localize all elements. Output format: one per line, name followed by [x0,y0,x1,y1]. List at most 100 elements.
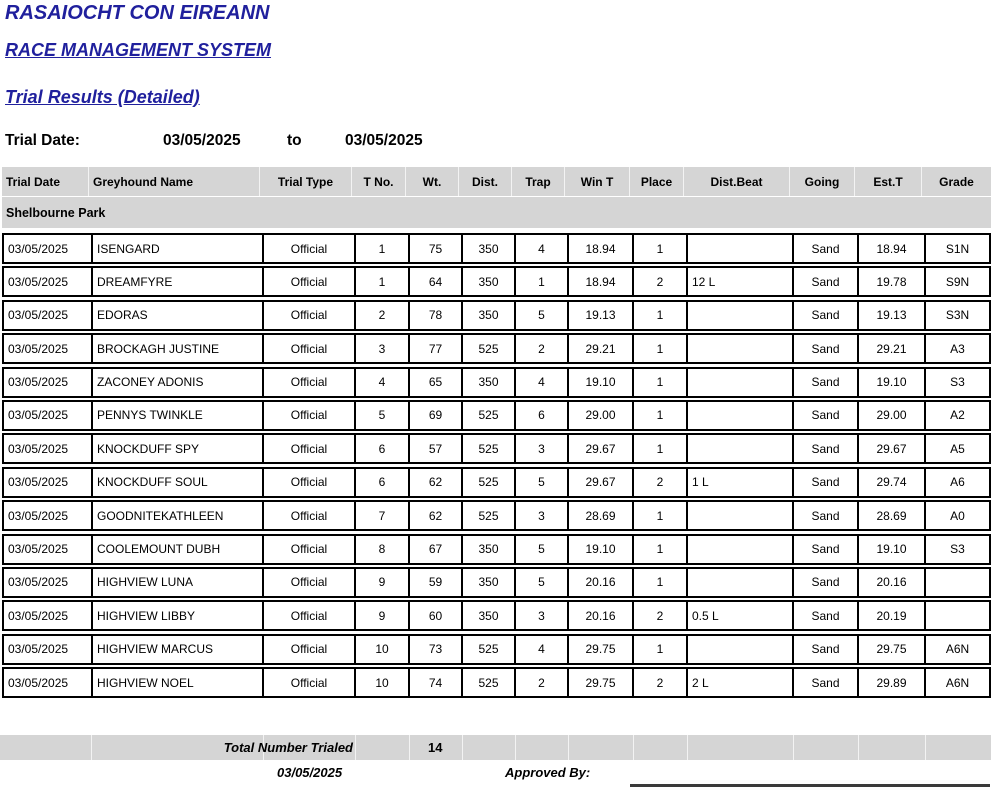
cell-grade: S3 [924,535,989,563]
cell-est-t: 28.69 [857,502,924,530]
cell-trial-type: Official [262,368,354,396]
cell-trial-date: 03/05/2025 [8,241,69,256]
cell-place: 1 [632,535,686,563]
cell-win-t: 29.67 [567,435,632,463]
total-bar-separator [355,735,356,760]
table-row: 03/05/2025 BROCKAGH JUSTINE Official 3 77 525… [2,333,991,365]
results-table: Trial Date Greyhound Name Trial Type T N… [2,167,991,700]
cell-wt: 73 [408,635,461,663]
cell-win-t: 29.21 [567,335,632,363]
cell-est-t: 29.67 [857,435,924,463]
cell-going: Sand [792,268,857,296]
cell-trial-type: Official [262,535,354,563]
total-bar-separator [633,735,634,760]
cell-dist-beat [686,435,792,463]
cell-dist: 525 [461,635,514,663]
cell-trap: 5 [514,535,567,563]
cell-going: Sand [792,401,857,429]
cell-dist-beat: 2 L [686,669,792,697]
cell-going: Sand [792,235,857,262]
total-bar-separator [263,735,264,760]
cell-place: 2 [632,268,686,296]
to-label: to [287,132,302,149]
col-header-place: Place [630,167,684,196]
table-row: 03/05/2025 KNOCKDUFF SOUL Official 6 62 525 5 2… [2,466,991,498]
cell-dist-beat [686,335,792,363]
cell-win-t: 19.13 [567,301,632,329]
cell-t-no: 8 [354,535,408,563]
cell-trap: 3 [514,435,567,463]
cell-grade: A2 [924,401,989,429]
cell-trial-date: 03/05/2025 [8,308,69,323]
cell-place: 1 [632,401,686,429]
cell-est-t: 20.16 [857,568,924,596]
cell-est-t: 29.74 [857,468,924,496]
table-row: 03/05/2025 ZACONEY ADONIS Official 4 65 350 4 1… [2,366,991,398]
cell-t-no: 3 [354,335,408,363]
cell-dist-beat: 12 L [686,268,792,296]
cell-dist: 525 [461,502,514,530]
cell-trial-date: 03/05/2025 [8,608,69,623]
col-header-trial-type: Trial Type [260,167,352,196]
cell-trap: 5 [514,301,567,329]
cell-dist: 525 [461,335,514,363]
cell-dist: 350 [461,568,514,596]
cell-greyhound-name: KNOCKDUFF SOUL [91,468,262,496]
cell-trial-type: Official [262,602,354,630]
cell-wt: 64 [408,268,461,296]
cell-trial-date: 03/05/2025 [8,408,69,423]
table-row: 03/05/2025 KNOCKDUFF SPY Official 6 57 525 3 29… [2,433,991,465]
cell-grade: A5 [924,435,989,463]
footer-date: 03/05/2025 [277,765,343,780]
cell-going: Sand [792,635,857,663]
table-row: 03/05/2025 HIGHVIEW NOEL Official 10 74 525 2 2… [2,667,991,699]
cell-est-t: 19.78 [857,268,924,296]
col-header-est-t: Est.T [855,167,922,196]
cell-win-t: 29.75 [567,669,632,697]
table-row: 03/05/2025 HIGHVIEW MARCUS Official 10 73 525… [2,633,991,665]
table-row: 03/05/2025 DREAMFYRE Official 1 64 350 1 18.94 2… [2,266,991,298]
cell-greyhound-name: COOLEMOUNT DUBH [91,535,262,563]
cell-t-no: 2 [354,301,408,329]
cell-place: 1 [632,235,686,262]
cell-trap: 2 [514,669,567,697]
cell-win-t: 29.67 [567,468,632,496]
cell-est-t: 18.94 [857,235,924,262]
cell-trial-date: 03/05/2025 [8,375,69,390]
total-bar-separator [515,735,516,760]
total-bar-separator [462,735,463,760]
cell-trial-type: Official [262,568,354,596]
cell-dist-beat [686,502,792,530]
cell-trap: 4 [514,635,567,663]
cell-trial-date: 03/05/2025 [8,575,69,590]
cell-trial-type: Official [262,235,354,262]
cell-dist-beat [686,535,792,563]
cell-trial-type: Official [262,268,354,296]
cell-grade: S9N [924,268,989,296]
cell-t-no: 4 [354,368,408,396]
total-trialed-label: Total Number Trialed [223,740,353,755]
cell-place: 1 [632,568,686,596]
total-bar [0,735,991,760]
total-bar-separator [568,735,569,760]
cell-trial-type: Official [262,468,354,496]
cell-dist-beat [686,235,792,262]
cell-dist: 525 [461,435,514,463]
col-header-trial-date: Trial Date [2,167,89,196]
trial-date-to: 03/05/2025 [345,132,423,149]
cell-dist: 350 [461,535,514,563]
cell-wt: 69 [408,401,461,429]
col-header-win-t: Win T [565,167,630,196]
cell-dist: 350 [461,235,514,262]
cell-dist-beat [686,368,792,396]
cell-t-no: 9 [354,602,408,630]
cell-wt: 67 [408,535,461,563]
cell-dist-beat: 1 L [686,468,792,496]
cell-place: 1 [632,301,686,329]
cell-t-no: 1 [354,235,408,262]
cell-place: 1 [632,368,686,396]
cell-trial-date: 03/05/2025 [8,441,69,456]
cell-place: 1 [632,502,686,530]
cell-going: Sand [792,435,857,463]
